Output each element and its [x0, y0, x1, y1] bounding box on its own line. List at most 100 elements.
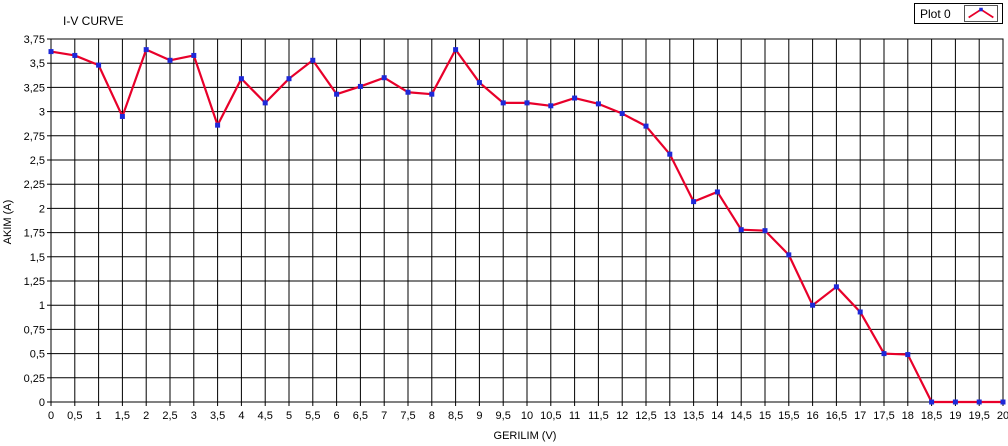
data-point-marker: [619, 111, 625, 117]
x-tick-label: 18,5: [921, 410, 942, 422]
series-plot-0: [48, 47, 1006, 405]
x-tick-label: 2,5: [162, 410, 177, 422]
data-point-marker: [929, 399, 935, 405]
data-point-marker: [976, 399, 982, 405]
x-tick-label: 5: [286, 410, 292, 422]
chart-title: I-V CURVE: [63, 14, 124, 28]
data-point-marker: [952, 399, 958, 405]
data-point-marker: [238, 76, 244, 82]
data-point-marker: [429, 91, 435, 97]
y-tick-label: 0,5: [30, 349, 45, 361]
y-tick-label: 2,25: [24, 179, 45, 191]
x-tick-label: 20: [997, 410, 1008, 422]
data-point-marker: [738, 227, 744, 233]
y-tick-label: 1,75: [24, 228, 45, 240]
y-axis-label: AKIM (A): [2, 200, 14, 245]
x-tick-label: 0,5: [67, 410, 82, 422]
y-tick-label: 3,5: [30, 58, 45, 70]
y-tick-label: 1,5: [30, 252, 45, 264]
data-point-marker: [572, 95, 578, 101]
data-point-marker: [381, 75, 387, 81]
x-axis-label: GERILIM (V): [494, 430, 557, 442]
x-tick-label: 11: [569, 410, 580, 422]
y-tick-label: 0,75: [24, 324, 45, 336]
data-point-marker: [810, 302, 816, 308]
axes: [50, 38, 1004, 403]
x-tick-label: 8: [429, 410, 435, 422]
data-point-marker: [691, 199, 697, 205]
data-point-marker: [167, 57, 173, 63]
data-point-marker: [262, 100, 268, 106]
x-tick-label: 3: [191, 410, 197, 422]
x-tick-label: 13: [664, 410, 676, 422]
data-point-marker: [643, 123, 649, 129]
x-tick-label: 5,5: [305, 410, 320, 422]
x-tick-label: 19: [949, 410, 961, 422]
x-tick-label: 10,5: [540, 410, 561, 422]
x-axis-ticks: 0 0,5 1 1,5 2 2,5 3 3,5 4 4,5 5 5,5 6 6,5 7 7,5 8 8,5 9 9,5…: [48, 402, 1008, 422]
y-tick-label: 2: [39, 203, 45, 215]
x-tick-label: 12,5: [635, 410, 656, 422]
data-point-marker: [1000, 399, 1006, 405]
x-tick-label: 3,5: [210, 410, 225, 422]
y-tick-label: 2,75: [24, 131, 45, 143]
data-point-marker: [595, 101, 601, 107]
y-tick-label: 0,25: [24, 373, 45, 385]
data-point-marker: [119, 113, 125, 119]
grid-lines: [50, 38, 1004, 403]
x-tick-label: 16,5: [826, 410, 847, 422]
data-point-marker: [96, 62, 102, 68]
data-point-marker: [286, 76, 292, 82]
y-tick-label: 0: [39, 397, 45, 409]
x-tick-label: 18: [902, 410, 914, 422]
data-point-marker: [215, 122, 221, 128]
data-point-marker: [453, 47, 459, 53]
data-point-marker: [833, 284, 839, 290]
data-point-marker: [143, 47, 149, 53]
x-tick-label: 7: [381, 410, 387, 422]
data-point-marker: [548, 103, 554, 109]
x-tick-label: 2: [143, 410, 149, 422]
legend-label: Plot 0: [920, 6, 951, 21]
x-tick-label: 6: [334, 410, 340, 422]
data-point-marker: [191, 52, 197, 58]
x-tick-label: 14: [711, 410, 723, 422]
data-point-marker: [334, 91, 340, 97]
x-tick-label: 8,5: [448, 410, 463, 422]
y-tick-label: 2,5: [30, 155, 45, 167]
data-point-marker: [857, 309, 863, 315]
data-point-marker: [357, 83, 363, 89]
data-point-marker: [667, 151, 673, 157]
x-tick-label: 17: [854, 410, 866, 422]
x-tick-label: 1,5: [115, 410, 130, 422]
x-tick-label: 10: [521, 410, 533, 422]
x-tick-label: 16: [806, 410, 818, 422]
x-tick-label: 17,5: [873, 410, 894, 422]
x-tick-label: 6,5: [353, 410, 368, 422]
x-tick-label: 9: [476, 410, 482, 422]
y-axis-ticks: 0 0,25 0,5 0,75 1 1,25 1,5 1,75 2 2,25 2,5 2,75 3 3,2…: [24, 34, 51, 409]
data-point-marker: [905, 352, 911, 358]
x-tick-label: 12: [616, 410, 628, 422]
legend[interactable]: Plot 0: [914, 3, 1003, 24]
x-tick-label: 4: [238, 410, 244, 422]
data-point-marker: [881, 351, 887, 357]
y-tick-label: 3,25: [24, 82, 45, 94]
series-line: [50, 48, 1003, 404]
data-point-marker: [405, 89, 411, 95]
x-tick-label: 15: [759, 410, 771, 422]
data-point-marker: [762, 228, 768, 234]
data-point-marker: [500, 100, 506, 106]
y-tick-label: 3,75: [24, 34, 45, 46]
x-tick-label: 14,5: [730, 410, 751, 422]
x-tick-label: 7,5: [400, 410, 415, 422]
x-tick-label: 19,5: [968, 410, 989, 422]
x-tick-label: 15,5: [778, 410, 799, 422]
data-point-marker: [476, 80, 482, 86]
data-point-marker: [524, 100, 530, 106]
y-tick-label: 3: [39, 107, 45, 119]
legend-line-icon: [964, 5, 998, 22]
x-tick-label: 4,5: [258, 410, 273, 422]
